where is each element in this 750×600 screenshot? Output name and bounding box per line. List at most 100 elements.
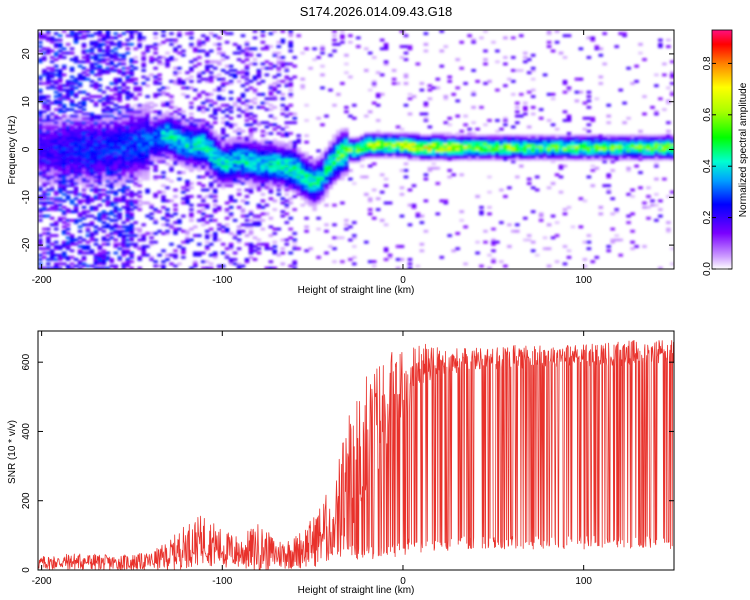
spectrogram-cell [244,171,250,174]
spectrogram-cell [483,149,488,153]
spectrogram-cell [97,58,103,61]
spectrogram-cell [292,245,297,248]
spectrogram-cell [332,164,337,168]
spectrogram-cell [89,179,95,183]
spectrogram-cell [399,149,405,153]
spectrogram-cell [224,162,230,166]
spectrogram-cell [153,151,158,155]
spectrogram-cell [49,186,55,190]
spectrogram-cell [499,156,504,159]
spectrogram-cell [252,36,258,40]
spectrogram-cell [46,236,51,240]
spectrogram-cell [208,60,214,64]
spectrogram-cell [69,82,75,85]
spectrogram-cell [232,143,238,146]
spectrogram-cell [89,95,95,98]
spectrogram-cell [487,190,492,194]
spectrogram-cell [248,132,254,135]
spectrogram-cell [69,103,75,107]
spectrogram-cell [121,119,127,122]
spectrogram-cell [117,132,123,135]
spectrogram-cell [137,34,142,38]
spectrogram-cell [538,140,544,144]
spectrogram-cell [113,242,119,246]
spectrogram-cell [185,238,190,242]
spectrogram-cell [523,216,528,220]
spectrogram-cell [109,88,115,92]
spectrogram-cell [467,156,472,159]
spectrogram-cell [38,253,43,257]
spectrogram-cell [57,162,63,166]
spectrogram-cell [423,138,429,142]
spectrogram-cell [149,58,154,61]
spectrogram-cell [137,129,142,133]
spectrogram-cell [248,99,254,103]
spectrogram-cell [153,66,158,70]
spectrogram-cell [61,140,67,144]
spectrogram-cell [491,158,496,161]
spectrogram-cell [562,110,568,114]
spectrogram-cell [129,60,134,64]
spectrogram-cell [93,140,99,144]
spectrogram-cell [93,160,99,164]
spectrogram-cell [264,203,270,207]
spectrogram-cell [507,143,512,146]
spectrogram-cell [149,160,154,164]
spectrogram-cell [93,82,99,85]
spectrogram-cell [236,151,242,155]
spectrogram-cell [157,136,162,140]
spectrogram-cell [113,193,119,196]
spectrogram-cell [109,134,115,138]
spectrogram-cell [316,179,321,183]
spectrogram-cell [73,238,79,242]
spectrogram-cell [137,179,142,183]
spectrogram-cell [515,149,520,153]
spectrogram-cell [121,110,127,114]
spectrogram-cell [304,162,309,166]
spectrogram-cell [65,245,71,248]
spectrogram-cell [97,34,103,38]
spectrogram-cell [471,151,476,155]
spectrogram-cell [81,164,87,168]
spectrogram-cell [526,134,532,138]
spectrogram-cell [348,169,353,172]
spectrogram-cell [443,153,449,157]
spectrogram-cell [308,166,313,170]
spectrogram-cell [570,143,576,146]
spectrogram-cell [117,147,123,151]
spectrogram-cell [364,114,369,118]
spectrogram-cell [511,69,516,72]
spectrogram-cell [145,114,150,118]
spectrogram-cell [105,175,111,179]
spectrogram-cell [193,158,198,161]
spectrogram-cell [320,182,325,185]
spectrogram-cell [304,151,309,155]
spectrogram-cell [475,140,480,144]
spectrogram-cell [173,121,178,125]
spectrogram-cell [383,138,389,142]
spectrogram-cell [523,149,528,153]
spectrogram-cell [113,232,119,235]
spectrogram-cell [113,110,119,114]
spectrogram-cell [101,173,107,177]
spectrogram-cell [101,212,107,216]
spectrogram-cell [212,151,218,155]
spectrogram-cell [93,136,99,140]
spectrogram-cell [46,66,51,70]
spectrogram-cell [570,153,576,157]
spectrogram-cell [252,182,258,185]
spectrogram-cell [189,186,194,190]
spectrogram-cell [205,97,210,101]
spectrogram-cell [276,164,282,168]
spectrogram-cell [212,199,218,203]
spectrogram-cell [208,173,214,177]
spectrogram-cell [304,158,309,161]
spectrogram-cell [236,247,242,251]
spectrogram-cell [65,140,71,144]
spectrogram-cell [407,149,413,153]
spectrogram-cell [141,238,146,242]
spectrogram-cell [240,160,246,164]
spectrogram-cell [415,153,421,157]
spectrogram-cell [447,153,452,157]
spectrogram-cell [157,112,162,116]
